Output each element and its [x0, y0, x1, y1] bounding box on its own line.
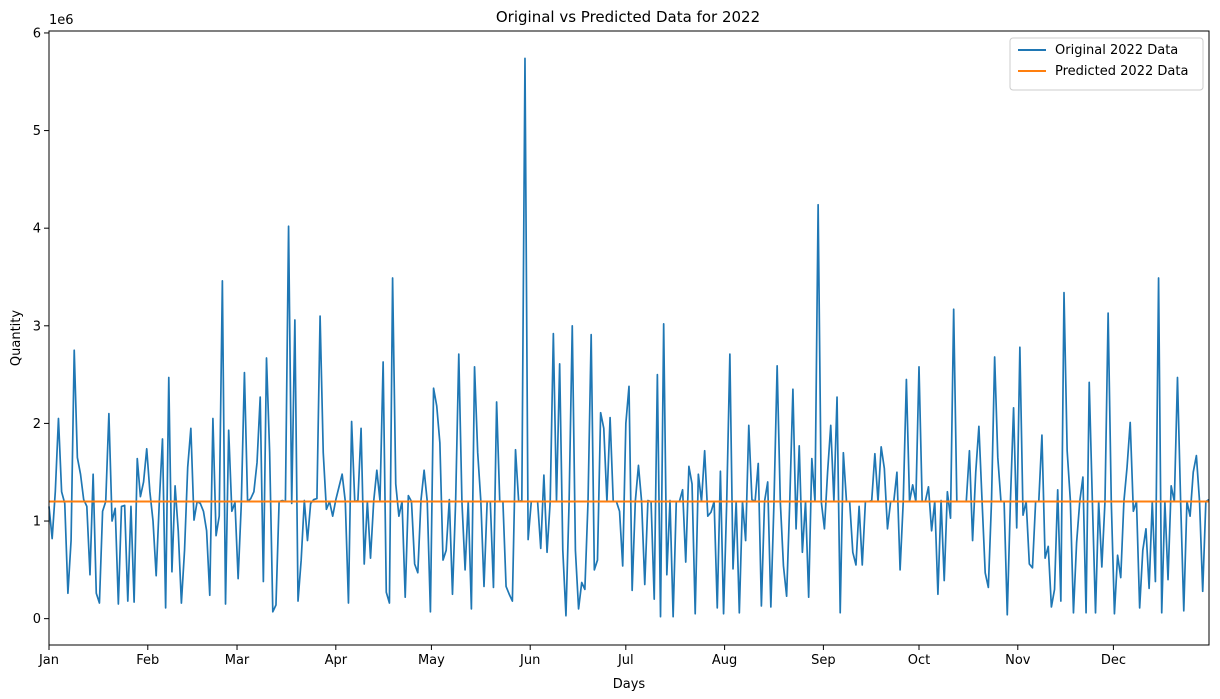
y-tick-label: 2 [33, 417, 41, 432]
y-tick-label: 6 [33, 26, 41, 41]
series-line-original [48, 57, 1210, 618]
x-tick-label: Aug [712, 653, 737, 668]
legend: Original 2022 Data Predicted 2022 Data [1009, 37, 1204, 91]
y-tick-label: 0 [33, 612, 41, 627]
y-axis-label: Quantity [9, 310, 24, 366]
y-tick-label: 3 [33, 319, 41, 334]
plot-area [48, 57, 1210, 618]
x-axis: Jan Feb Mar Apr May Jun Jul Aug Sep Oct Nov Dec [38, 645, 1126, 668]
x-tick-label: Apr [325, 653, 348, 668]
y-tick-label: 4 [33, 222, 41, 237]
y-tick-label: 5 [33, 124, 41, 139]
x-tick-label: May [418, 653, 445, 668]
legend-label-predicted: Predicted 2022 Data [1055, 64, 1188, 79]
y-tick-label: 1 [33, 515, 41, 530]
y-axis: 0 1 2 3 4 5 6 [33, 26, 49, 627]
x-tick-label: Jan [38, 653, 59, 668]
legend-label-original: Original 2022 Data [1055, 43, 1178, 58]
plot-frame [48, 30, 1210, 646]
x-axis-label: Days [613, 677, 646, 692]
chart-title: Original vs Predicted Data for 2022 [496, 8, 760, 26]
x-tick-label: Dec [1101, 653, 1126, 668]
x-tick-label: Nov [1005, 653, 1031, 668]
legend-box [1009, 37, 1204, 91]
x-tick-label: Jun [519, 653, 540, 668]
x-tick-label: Sep [811, 653, 836, 668]
x-tick-label: Mar [225, 653, 250, 668]
x-tick-label: Oct [908, 653, 930, 668]
x-tick-label: Jul [617, 653, 634, 668]
y-scale-offset-label: 1e6 [49, 13, 74, 28]
x-tick-label: Feb [136, 653, 159, 668]
